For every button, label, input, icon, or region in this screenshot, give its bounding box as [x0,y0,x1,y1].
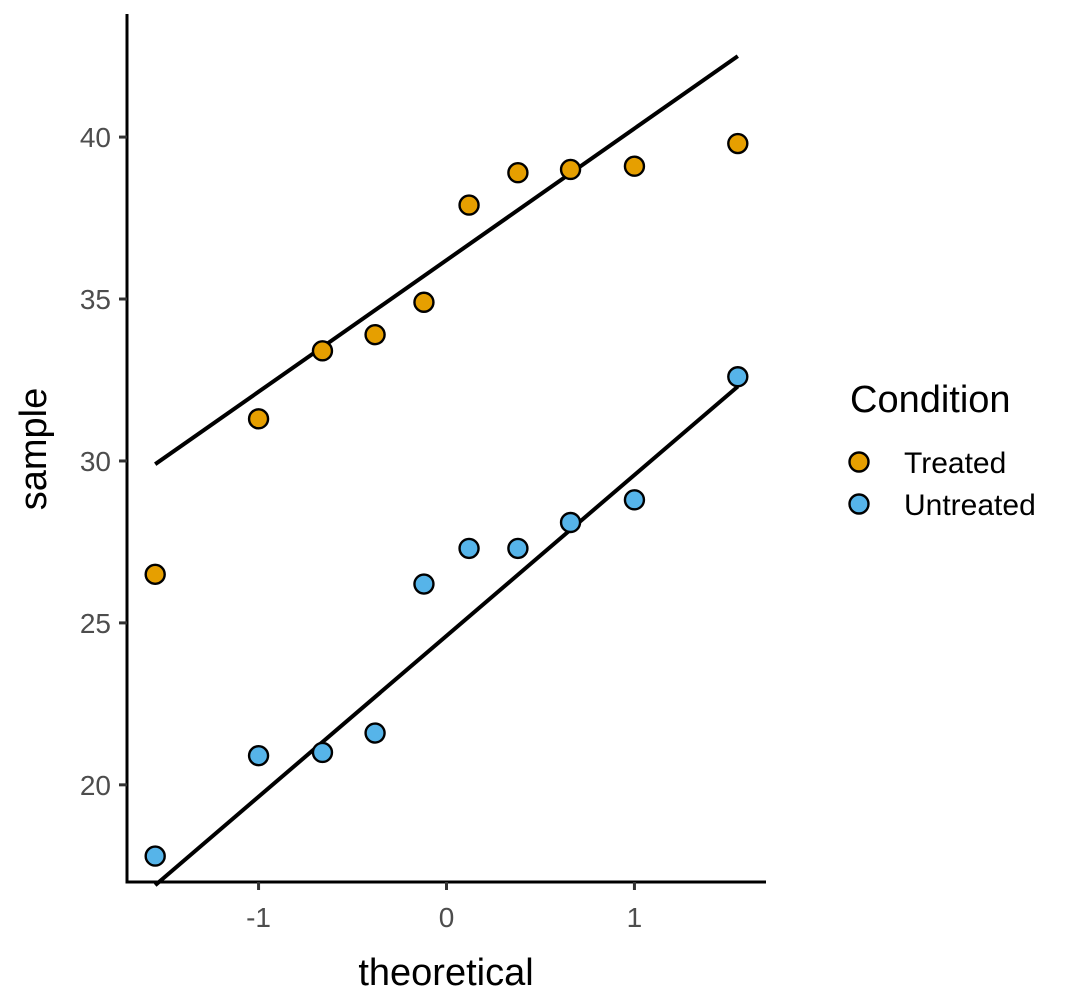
data-point-treated [364,323,386,346]
data-point-untreated [413,573,435,595]
y-tick-label: 25 [80,608,111,639]
data-point-treated [144,563,166,586]
data-point-untreated [559,511,582,534]
data-point-treated [559,158,582,181]
legend-items: Treated Untreated [848,447,1036,522]
data-point-untreated [311,741,334,764]
series-treated [154,54,739,466]
x-tick-label: -1 [246,902,271,933]
y-tick-label: 35 [80,284,111,315]
y-axis-ticks: 20 25 30 35 40 [80,122,127,801]
qq-line-treated [154,54,739,466]
y-tick-label: 30 [80,446,111,477]
data-point-untreated [727,366,749,388]
x-tick-label: 1 [627,902,643,933]
data-point-untreated [247,744,270,767]
x-axis-ticks: -1 0 1 [246,882,642,933]
legend-key-untreated [848,493,870,515]
x-tick-label: 0 [439,902,455,933]
data-point-untreated [144,845,166,867]
series-untreated [153,384,740,887]
points-treated [144,132,749,586]
x-axis-title: theoretical [358,952,533,994]
y-tick-label: 40 [80,122,111,153]
legend-item-untreated: Untreated [848,489,1036,522]
data-point-untreated [507,537,529,560]
data-point-treated [623,155,646,177]
legend-key-treated [848,451,870,473]
data-point-treated [247,408,270,430]
data-point-treated [458,194,480,216]
data-point-untreated [458,537,480,560]
legend-label: Untreated [904,489,1036,522]
data-point-treated [727,132,749,155]
points-untreated [144,366,749,867]
y-axis-title: sample [13,388,55,511]
data-point-treated [413,291,435,313]
data-point-untreated [623,489,646,511]
plot-area [144,54,749,887]
legend-label: Treated [904,447,1006,480]
y-tick-label: 20 [80,770,111,801]
legend: Condition Treated Untreated [848,379,1036,522]
data-point-untreated [364,722,386,744]
axes: 20 25 30 35 40 -1 0 1 [80,14,766,933]
legend-item-treated: Treated [848,447,1006,480]
data-point-treated [507,162,529,184]
data-point-treated [311,340,334,362]
legend-title: Condition [850,379,1011,421]
qq-line-untreated [153,384,740,887]
